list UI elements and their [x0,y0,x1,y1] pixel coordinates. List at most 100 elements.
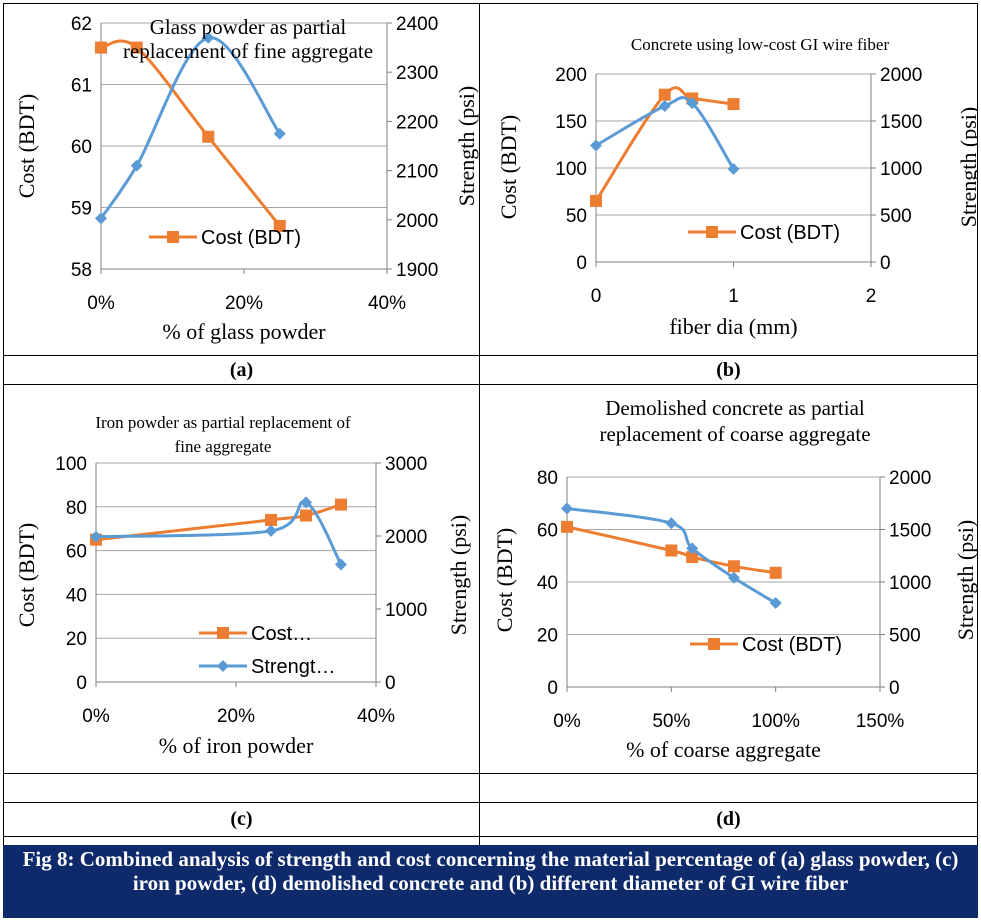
x-tick-label: 150% [856,711,905,732]
x-tick-label: 2 [866,286,877,307]
x-axis-label: % of iron powder [159,733,314,758]
data-point-strength [90,530,102,543]
y-tick-label: 100 [55,454,87,475]
data-point-cost [561,520,573,533]
x-tick-label: 40% [368,293,406,314]
y2-tick-label: 2000 [396,211,438,232]
y2-tick-label: 2300 [396,63,438,84]
chart-panel-a: 58 59 60 61 62 1900 2000 2100 2200 2300 2400 0% 20% 4… [4,4,479,355]
data-point-strength [665,517,678,530]
data-point-cost [665,544,678,557]
y2-tick-label: 1000 [385,600,427,621]
y2-tick-label: 2200 [396,112,438,133]
y2-axis-label: Strength (psi) [446,515,471,635]
chart-panel-d: 0 20 40 60 80 0 500 1000 1500 2000 0% 50% 100% 150% Co… [480,385,977,773]
y-tick-label: 80 [537,468,558,489]
data-point-cost [769,566,782,579]
x-tick-label: 40% [357,706,395,727]
data-point-cost [590,194,602,207]
y-tick-label: 80 [66,498,87,519]
x-tick-label: 0% [87,293,115,314]
y2-tick-label: 2100 [396,162,438,183]
x-tick-label: 50% [652,711,690,732]
y-tick-label: 0 [76,673,87,694]
chart-title: Glass powder as partial [150,15,347,39]
data-point-cost [727,98,740,111]
data-point-cost [300,509,312,522]
data-point-cost [273,219,286,232]
data-point-strength [727,162,740,175]
figure-caption: Fig 8: Combined analysis of strength and… [3,845,978,918]
y-tick-label: 59 [71,199,92,220]
data-point-cost [727,560,740,573]
x-axis-label: fiber dia (mm) [669,314,797,339]
table-rule-4 [3,802,978,803]
legend-marker [217,627,229,639]
data-point-cost [95,41,107,54]
table-border-top [3,3,978,4]
chart-title: replacement of fine aggregate [123,39,373,63]
chart-title: Concrete using low-cost GI wire fiber [631,35,890,54]
table-rule-1 [3,355,978,356]
y2-tick-label: 2000 [889,468,931,489]
data-point-cost [658,88,671,101]
data-point-cost [335,498,347,511]
chart-panel-c: 0 20 40 60 80 100 0 1000 2000 3000 0% 20% 40% Cost… St… [4,385,479,773]
x-tick-label: 20% [225,293,263,314]
y2-tick-label: 0 [889,678,900,699]
y-tick-label: 62 [71,14,92,35]
y-tick-label: 200 [555,65,587,86]
series-line-strength [99,36,282,220]
x-axis-label: % of coarse aggregate [626,737,821,762]
panel-label-d: (d) [716,808,741,830]
legend-marker [708,638,720,650]
data-point-strength [273,127,286,140]
y-tick-label: 60 [71,137,92,158]
y2-tick-label: 500 [889,626,921,647]
y2-tick-label: 0 [880,253,891,274]
table-border-right [977,3,978,845]
y2-tick-label: 0 [385,673,396,694]
y-tick-label: 150 [555,112,587,133]
data-point-strength [769,597,782,609]
data-point-strength [300,496,312,509]
chart-title: replacement of coarse aggregate [599,422,870,446]
y-tick-label: 20 [66,629,87,650]
table-border-left [3,3,4,845]
data-point-strength [130,159,143,172]
x-tick-label: 20% [217,706,255,727]
x-tick-label: 100% [751,711,800,732]
y2-tick-label: 1500 [880,112,922,133]
y-tick-label: 60 [66,542,87,563]
panel-label-b: (b) [716,359,741,381]
table-rule-5 [3,836,978,837]
series-line-strength [95,500,343,566]
legend-marker [706,226,718,238]
data-point-cost [686,551,699,564]
series-line-cost [95,503,342,542]
series-line-cost [594,86,734,202]
data-point-strength [590,139,602,152]
legend-marker [167,231,179,243]
chart-title: Demolished concrete as partial [605,396,865,420]
series-line-strength [595,96,735,170]
data-point-strength [686,542,699,555]
y-axis-label: Cost (BDT) [492,528,517,633]
y2-tick-label: 500 [880,206,912,227]
chart-title: Iron powder as partial replacement of [95,413,351,432]
y2-tick-label: 1900 [396,260,438,281]
y2-tick-label: 1000 [889,573,931,594]
legend-label: Cost (BDT) [201,227,301,249]
legend-label: Cost (BDT) [740,222,840,244]
legend-label: Cost (BDT) [742,634,842,656]
y2-tick-label: 3000 [385,454,427,475]
panel-label-c: (c) [230,808,253,830]
y2-tick-label: 2000 [385,527,427,548]
y-tick-label: 60 [537,521,558,542]
data-point-strength [95,212,107,225]
y2-tick-label: 2000 [880,65,922,86]
y-tick-label: 0 [576,253,587,274]
y-tick-label: 0 [547,678,558,699]
y-axis-label: Cost (BDT) [14,523,39,628]
